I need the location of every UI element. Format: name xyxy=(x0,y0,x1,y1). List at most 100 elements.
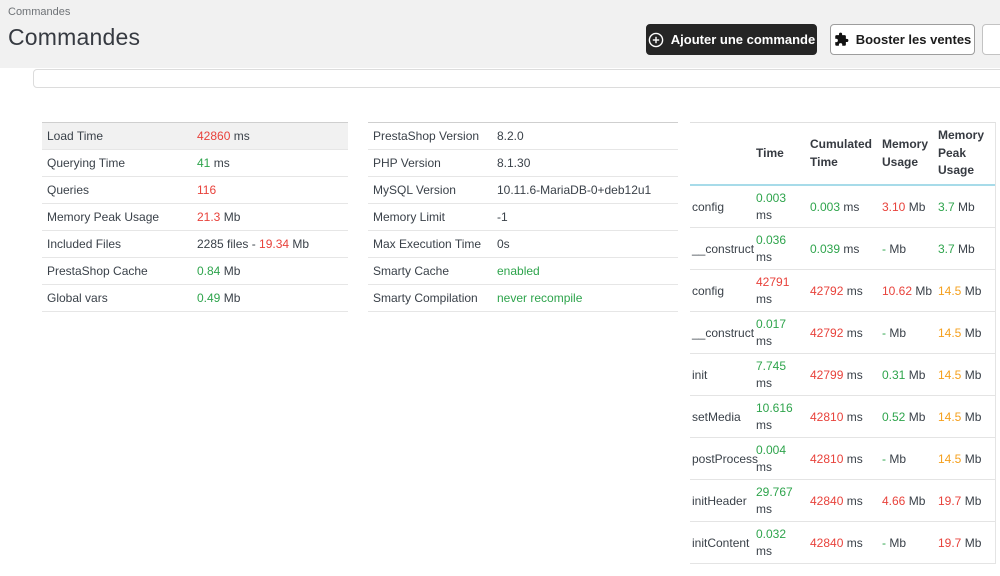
row-value: 8.2.0 xyxy=(497,129,524,143)
debug-row: Smarty Compilation never recompile xyxy=(368,285,678,312)
add-order-label: Ajouter une commande xyxy=(670,32,816,47)
peak-cell: 3.7 Mb xyxy=(938,241,975,256)
debug-row: PrestaShop Version 8.2.0 xyxy=(368,123,678,150)
row-value: never recompile xyxy=(497,291,583,305)
profiling-table-header: Time Cumulated Time Memory Usage Memory Pea… xyxy=(690,123,995,186)
function-name: setMedia xyxy=(692,409,741,424)
profiling-row: config 42791 ms 42792 ms 10.62 Mb 14.5 Mb xyxy=(690,270,995,312)
row-value: 8.1.30 xyxy=(497,156,531,170)
time-cell: 7.745 ms xyxy=(756,359,787,390)
memory-cell: 10.62 Mb xyxy=(882,283,933,298)
peak-cell: 14.5 Mb xyxy=(938,283,982,298)
profiling-table: Time Cumulated Time Memory Usage Memory Pea… xyxy=(690,122,996,564)
memory-cell: - Mb xyxy=(882,325,907,340)
time-cell: 0.032 ms xyxy=(756,527,787,558)
peak-cell: 19.7 Mb xyxy=(938,535,982,550)
row-value: 0.49 Mb xyxy=(197,291,241,305)
debug-row: Queries 116 xyxy=(42,177,348,204)
debug-row: Querying Time 41 ms xyxy=(42,150,348,177)
row-label: Smarty Compilation xyxy=(373,291,478,305)
cumulated-cell: 42810 ms xyxy=(810,409,863,424)
time-cell: 10.616 ms xyxy=(756,401,793,432)
boost-sales-label: Booster les ventes xyxy=(855,32,972,47)
time-cell: 0.017 ms xyxy=(756,317,787,348)
cropped-header-button[interactable] xyxy=(982,24,1000,55)
function-name: initContent xyxy=(692,535,750,550)
profiling-row: initContent 0.032 ms 42840 ms - Mb 19.7 Mb xyxy=(690,522,995,564)
debug-row: Max Execution Time 0s xyxy=(368,231,678,258)
memory-cell: - Mb xyxy=(882,451,907,466)
boost-sales-button[interactable]: Booster les ventes xyxy=(830,24,975,55)
cumulated-cell: 42810 ms xyxy=(810,451,863,466)
debug-row: PHP Version 8.1.30 xyxy=(368,150,678,177)
debug-row: Memory Limit -1 xyxy=(368,204,678,231)
profiling-row: postProcess 0.004 ms 42810 ms - Mb 14.5 Mb xyxy=(690,438,995,480)
cumulated-cell: 42840 ms xyxy=(810,535,863,550)
memory-cell: - Mb xyxy=(882,241,907,256)
row-value: 0s xyxy=(497,237,510,251)
function-name: __construct xyxy=(692,241,755,256)
debug-row: PrestaShop Cache 0.84 Mb xyxy=(42,258,348,285)
profiling-row: config 0.003 ms 0.003 ms 3.10 Mb 3.7 Mb xyxy=(690,186,995,228)
time-cell: 0.004 ms xyxy=(756,443,787,474)
peak-cell: 14.5 Mb xyxy=(938,325,982,340)
time-cell: 29.767 ms xyxy=(756,485,793,516)
row-label: Load Time xyxy=(47,129,104,143)
function-name: initHeader xyxy=(692,493,747,508)
add-order-button[interactable]: Ajouter une commande xyxy=(646,24,817,55)
cumulated-cell: 0.003 ms xyxy=(810,199,860,214)
puzzle-icon xyxy=(834,32,849,47)
memory-cell: 4.66 Mb xyxy=(882,493,926,508)
row-label: MySQL Version xyxy=(373,183,456,197)
cumulated-cell: 42840 ms xyxy=(810,493,863,508)
peak-cell: 3.7 Mb xyxy=(938,199,975,214)
debug-row: Included Files 2285 files - 19.34 Mb xyxy=(42,231,348,258)
debug-row: Load Time 42860 ms xyxy=(42,123,348,150)
row-value: enabled xyxy=(497,264,540,278)
row-value: 42860 ms xyxy=(197,129,250,143)
row-label: Included Files xyxy=(47,237,122,251)
memory-cell: - Mb xyxy=(882,535,907,550)
column-header: Memory Peak Usage xyxy=(938,128,985,178)
row-value: 21.3 Mb xyxy=(197,210,241,224)
profiling-row: __construct 0.036 ms 0.039 ms - Mb 3.7 Mb xyxy=(690,228,995,270)
profiling-row: __construct 0.017 ms 42792 ms - Mb 14.5 Mb xyxy=(690,312,995,354)
profiling-table-body: config 0.003 ms 0.003 ms 3.10 Mb 3.7 Mb __cons… xyxy=(690,186,995,564)
function-name: config xyxy=(692,199,725,214)
row-label: Querying Time xyxy=(47,156,126,170)
row-label: Max Execution Time xyxy=(373,237,482,251)
function-name: postProcess xyxy=(692,451,759,466)
debug-row: Smarty Cache enabled xyxy=(368,258,678,285)
row-label: PHP Version xyxy=(373,156,441,170)
page-title: Commandes xyxy=(8,24,141,50)
environment-table: PrestaShop Version 8.2.0 PHP Version 8.1.30… xyxy=(368,122,678,312)
debug-summary-table: Load Time 42860 ms Querying Time 41 ms Queri… xyxy=(42,122,348,312)
row-label: PrestaShop Cache xyxy=(47,264,148,278)
breadcrumb[interactable]: Commandes xyxy=(8,6,71,18)
cumulated-cell: 42792 ms xyxy=(810,325,863,340)
memory-cell: 3.10 Mb xyxy=(882,199,926,214)
time-cell: 0.036 ms xyxy=(756,233,787,264)
memory-cell: 0.31 Mb xyxy=(882,367,926,382)
function-name: __construct xyxy=(692,325,755,340)
memory-cell: 0.52 Mb xyxy=(882,409,926,424)
column-header: Memory Usage xyxy=(882,137,929,169)
row-label: Queries xyxy=(47,183,90,197)
profiling-row: setMedia 10.616 ms 42810 ms 0.52 Mb 14.5 Mb xyxy=(690,396,995,438)
row-value: 116 xyxy=(197,183,217,197)
function-name: config xyxy=(692,283,725,298)
function-name: init xyxy=(692,367,708,382)
content-panel-top xyxy=(33,69,1000,88)
page-header: Commandes Commandes Ajouter une commande… xyxy=(0,0,1000,68)
peak-cell: 14.5 Mb xyxy=(938,367,982,382)
row-label: Memory Limit xyxy=(373,210,446,224)
row-value: 41 ms xyxy=(197,156,230,170)
debug-row: MySQL Version 10.11.6-MariaDB-0+deb12u1 xyxy=(368,177,678,204)
peak-cell: 14.5 Mb xyxy=(938,451,982,466)
cumulated-cell: 42792 ms xyxy=(810,283,863,298)
debug-row: Memory Peak Usage 21.3 Mb xyxy=(42,204,348,231)
time-cell: 42791 ms xyxy=(756,275,790,306)
row-value: 0.84 Mb xyxy=(197,264,241,278)
cumulated-cell: 0.039 ms xyxy=(810,241,860,256)
row-value: 2285 files - 19.34 Mb xyxy=(197,237,310,251)
